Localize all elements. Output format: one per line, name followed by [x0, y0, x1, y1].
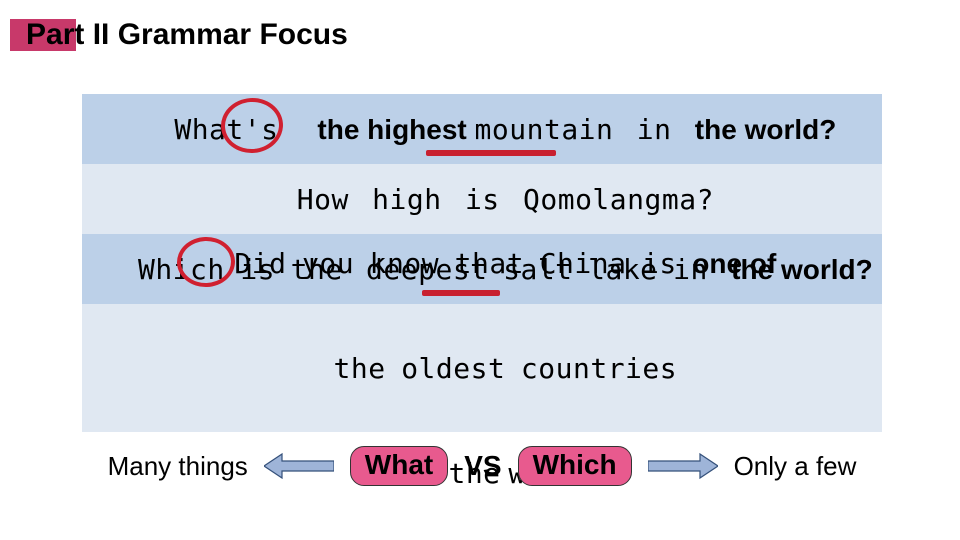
right-label: Only a few: [734, 451, 857, 482]
sentence-4-line2: the oldest countries: [287, 316, 677, 421]
table-row: Did you know that China is one of the ol…: [82, 304, 882, 432]
left-label: Many things: [108, 451, 248, 482]
word-did: Did: [234, 247, 286, 280]
word-the-highest: the highest: [317, 114, 466, 145]
grammar-table: What's the highest mountain in the world…: [82, 94, 882, 432]
pill-what: What: [350, 446, 448, 486]
word-oldest: oldest: [401, 352, 505, 385]
comparison-row: Many things What VS Which Only a few: [82, 446, 882, 486]
vs-label: VS: [464, 450, 501, 482]
slide-header: Part II Grammar Focus: [10, 18, 348, 52]
word-know: know: [370, 247, 439, 280]
slide-title: Part II Grammar Focus: [26, 18, 348, 52]
word-the: the: [334, 352, 386, 385]
word-whats: What's: [174, 113, 278, 146]
arrow-left-icon: [264, 452, 334, 480]
word-that: that: [455, 247, 524, 280]
word-in: in: [637, 113, 672, 146]
red-underline-annotation: [426, 150, 556, 156]
word-the-world: the world?: [695, 114, 837, 145]
arrow-right-icon: [648, 452, 718, 480]
sentence-4-line1: Did you know that China is one of: [188, 211, 777, 316]
word-one-of: one of: [692, 248, 776, 279]
word-mountain: mountain: [475, 113, 614, 146]
word-china: China: [540, 247, 627, 280]
red-underline-annotation: [422, 290, 500, 296]
word-countries: countries: [521, 352, 677, 385]
word-you: you: [302, 247, 354, 280]
word-is: is: [642, 247, 677, 280]
pill-which: Which: [518, 446, 632, 486]
